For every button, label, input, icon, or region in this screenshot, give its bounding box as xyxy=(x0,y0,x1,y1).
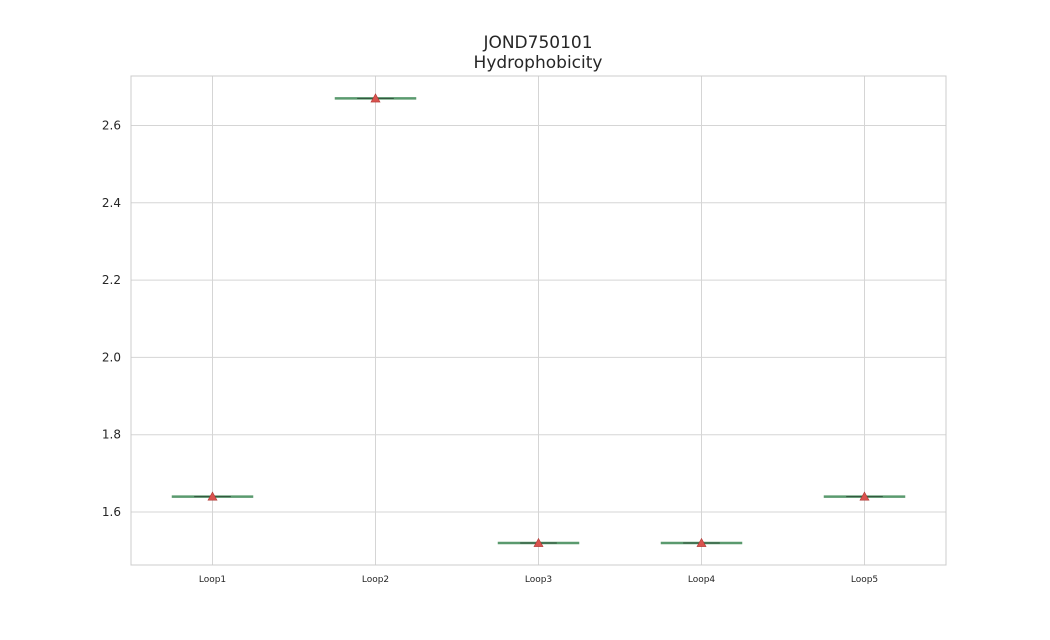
y-tick-label: 2.4 xyxy=(102,196,121,210)
y-tick-label: 2.0 xyxy=(102,350,121,364)
grid-lines xyxy=(131,76,946,565)
chart-subtitle: Hydrophobicity xyxy=(474,53,603,73)
mean-marker-loop5 xyxy=(859,491,870,501)
mean-marker-loop3 xyxy=(533,537,544,547)
mean-marker-loop2 xyxy=(370,93,381,103)
mean-marker-loop1 xyxy=(207,491,218,501)
y-tick-label: 2.6 xyxy=(102,118,121,132)
x-tick-label: Loop3 xyxy=(525,575,552,585)
mean-marker-loop4 xyxy=(696,537,707,547)
x-tick-label: Loop1 xyxy=(199,575,226,585)
chart-title: JOND750101 xyxy=(482,33,592,53)
box-marks xyxy=(171,93,906,547)
x-tick-label: Loop2 xyxy=(362,575,389,585)
y-tick-label: 1.6 xyxy=(102,505,121,519)
plot-area-frame xyxy=(130,75,947,566)
x-tick-label: Loop5 xyxy=(851,575,878,585)
y-tick-label: 1.8 xyxy=(102,428,121,442)
x-tick-label: Loop4 xyxy=(688,575,716,585)
y-tick-label: 2.2 xyxy=(102,273,121,287)
tick-labels: 1.6 1.8 2.0 2.2 2.4 2.6 Loop1 Loop2 Loop3 Loop4 Lo… xyxy=(102,118,878,585)
